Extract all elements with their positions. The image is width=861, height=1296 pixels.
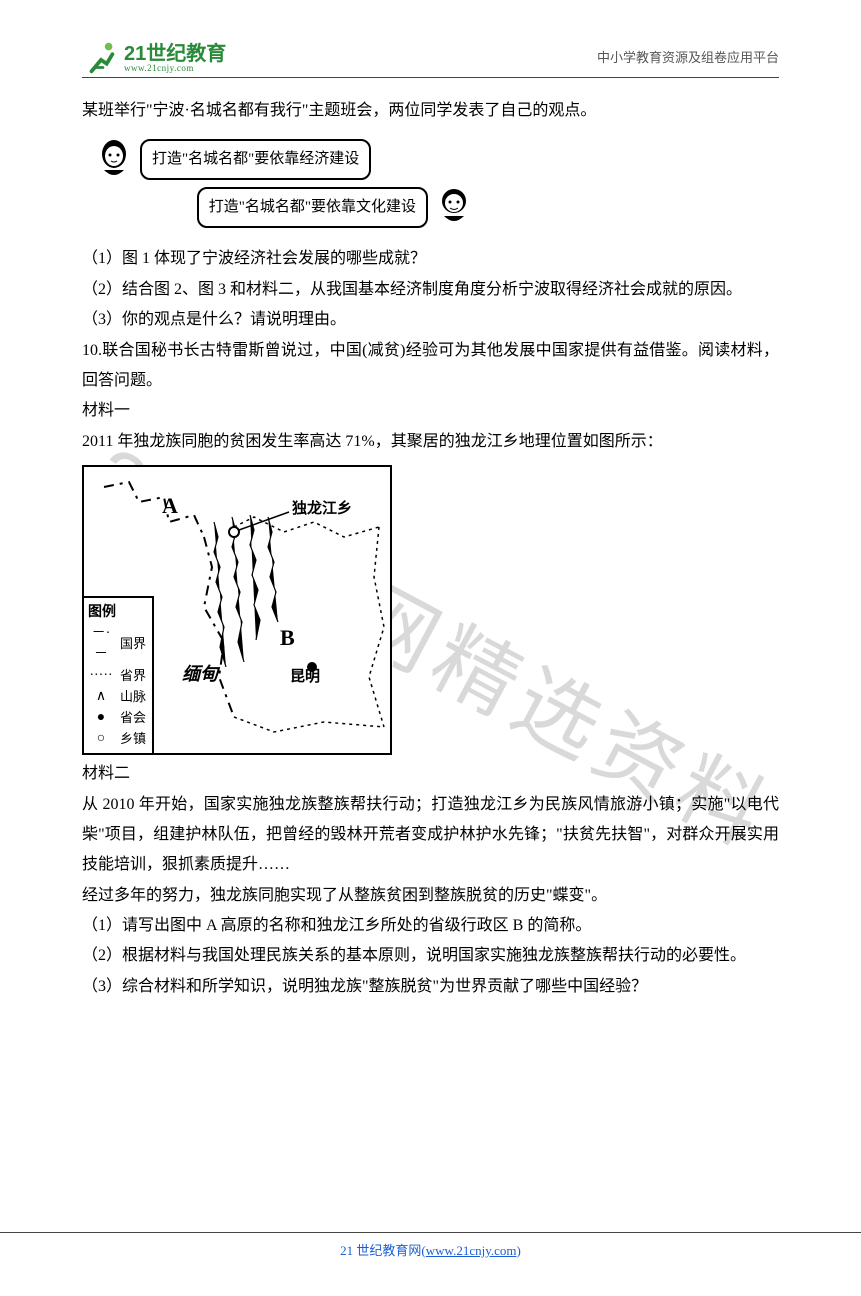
legend-shenghui: 省会 [120, 708, 146, 728]
material-two-p1: 从 2010 年开始，国家实施独龙族整族帮扶行动；打造独龙江乡为民族风情旅游小镇… [82, 790, 779, 881]
legend-guojie: 国界 [120, 634, 146, 654]
material-one-label: 材料一 [82, 396, 779, 426]
page-footer: 21 世纪教育网(www.21cnjy.com) [0, 1232, 861, 1264]
intro-line: 某班举行"宁波·名城名都有我行"主题班会，两位同学发表了自己的观点。 [82, 96, 779, 126]
material-two-p2: 经过多年的努力，独龙族同胞实现了从整族贫困到整族脱贫的历史"蝶变"。 [82, 881, 779, 911]
logo-url: www.21cnjy.com [124, 64, 226, 73]
map-label-a: A [162, 485, 178, 527]
legend-shengjie: 省界 [120, 666, 146, 686]
question-2: （2）结合图 2、图 3 和材料二，从我国基本经济制度角度分析宁波取得经济社会成… [82, 275, 779, 305]
page-header: 21世纪教育 www.21cnjy.com 中小学教育资源及组卷应用平台 [82, 28, 779, 78]
legend-title: 图例 [88, 602, 146, 623]
map-label-kunming: 昆明 [290, 663, 320, 692]
legend-row-guojie: －·－国界 [88, 623, 146, 665]
footer-text: 21 世纪教育网 [340, 1243, 421, 1258]
map-label-b: B [280, 617, 295, 659]
material-one-line: 2011 年独龙族同胞的贫困发生率高达 71%，其聚居的独龙江乡地理位置如图所示… [82, 427, 779, 457]
page-container: 21世纪教育 www.21cnjy.com 中小学教育资源及组卷应用平台 某班举… [0, 0, 861, 1002]
material-two-label: 材料二 [82, 759, 779, 789]
legend-row-shengjie: ·····省界 [88, 665, 146, 686]
header-right-text: 中小学教育资源及组卷应用平台 [597, 46, 779, 77]
avatar-boy-icon [434, 184, 474, 230]
question-3: （3）你的观点是什么？请说明理由。 [82, 305, 779, 335]
speech-illustration: 打造"名城名都"要依靠经济建设 打造"名城名都"要依靠文化建设 [94, 136, 474, 230]
map-label-dulong: 独龙江乡 [292, 495, 352, 524]
runner-icon [82, 39, 120, 77]
legend-shanmai: 山脉 [120, 687, 146, 707]
footer-link[interactable]: www.21cnjy.com [426, 1243, 517, 1258]
avatar-girl-icon [94, 136, 134, 182]
logo-block: 21世纪教育 www.21cnjy.com [82, 39, 226, 77]
map-label-myanmar: 缅甸 [182, 657, 218, 691]
speech-bubble-right: 打造"名城名都"要依靠文化建设 [197, 187, 428, 228]
sub-question-3: （3）综合材料和所学知识，说明独龙族"整族脱贫"为世界贡献了哪些中国经验？ [82, 972, 779, 1002]
speech-bubble-left: 打造"名城名都"要依靠经济建设 [140, 139, 371, 180]
map-figure: A 独龙江乡 B 昆明 缅甸 图例 －·－国界 ·····省界 ∧山脉 ●省会 … [82, 465, 392, 755]
legend-row-xiangzhen: ○乡镇 [88, 728, 146, 749]
legend-xiangzhen: 乡镇 [120, 729, 146, 749]
sub-question-2: （2）根据材料与我国处理民族关系的基本原则，说明国家实施独龙族整族帮扶行动的必要… [82, 941, 779, 971]
logo-title: 21世纪教育 [124, 44, 226, 64]
q10-intro: 10.联合国秘书长古特雷斯曾说过，中国(减贫)经验可为其他发展中国家提供有益借鉴… [82, 336, 779, 397]
map-legend: 图例 －·－国界 ·····省界 ∧山脉 ●省会 ○乡镇 [84, 596, 154, 753]
sub-question-1: （1）请写出图中 A 高原的名称和独龙江乡所处的省级行政区 B 的简称。 [82, 911, 779, 941]
legend-row-shanmai: ∧山脉 [88, 686, 146, 707]
question-1: （1）图 1 体现了宁波经济社会发展的哪些成就？ [82, 244, 779, 274]
legend-row-shenghui: ●省会 [88, 707, 146, 728]
